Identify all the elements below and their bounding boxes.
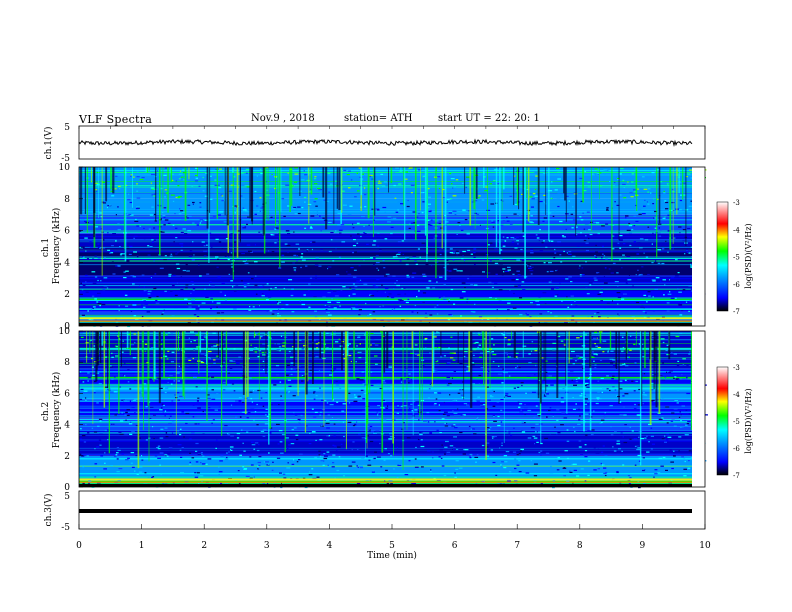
ch2-freq-ylabel: ch.2 Frequency (kHz) — [41, 372, 62, 449]
ch2-colorbar-tick: -4 — [733, 391, 740, 399]
ch3-ylabel: ch.3(V) — [43, 494, 54, 527]
ch1-colorbar-tick: -5 — [733, 254, 740, 262]
x-axis-label: Time (min) — [367, 550, 417, 561]
ch2-ytick-label: 8 — [64, 358, 70, 368]
ch1-freq-ylabel: ch.1 Frequency (kHz) — [41, 208, 62, 285]
ch2-ytick-label: 2 — [64, 452, 70, 462]
ch3-ytick-bottom: -5 — [61, 523, 70, 533]
ch2-colorbar-tick: -3 — [733, 364, 740, 372]
ch1-freq-ylabel-freq: Frequency (kHz) — [51, 208, 62, 285]
ch2-freq-ylabel-freq: Frequency (kHz) — [51, 372, 62, 449]
xtick-label: 0 — [76, 541, 82, 551]
xtick-label: 3 — [264, 541, 270, 551]
xtick-label: 2 — [201, 541, 207, 551]
ch1-waveform-trace — [78, 138, 693, 147]
ch2-spectrogram-panel: 0 2 4 6 8 10 ch.2 Frequency (kHz) — [41, 327, 708, 493]
ch1-colorbar-label: log(PSD)(V²/Hz) — [744, 223, 753, 288]
xtick-label: 7 — [514, 541, 520, 551]
xtick-label: 10 — [699, 541, 711, 551]
xtick-label: 4 — [327, 541, 333, 551]
ch1-ytick-label: 4 — [64, 258, 70, 268]
ch1-colorbar-tick: -3 — [733, 199, 740, 207]
ch2-ytick-label: 10 — [59, 327, 71, 337]
ch1-ytick-label: 8 — [64, 195, 70, 205]
ch1-colorbar: -3 -4 -5 -6 -7 log(PSD)(V²/Hz) — [716, 199, 753, 316]
start-ut-label: start UT = 22: 20: 1 — [438, 113, 540, 124]
ch1-ytick-label: 10 — [59, 163, 71, 173]
ch1-spectrogram-image — [79, 167, 707, 328]
ch2-freq-ylabel-channel: ch.2 — [41, 402, 51, 421]
xtick-label: 5 — [389, 541, 395, 551]
xtick-label: 1 — [139, 541, 145, 551]
ch1-ytick-label: 6 — [64, 227, 70, 237]
ch1-ytick-label: 0 — [64, 322, 70, 332]
ch2-colorbar-label: log(PSD)(V²/Hz) — [744, 388, 753, 453]
ch1-spectrogram-panel: 0 2 4 6 8 10 ch.1 Frequency (kHz) — [41, 163, 707, 332]
ch1-waveform-panel: 5 -5 ch.1(V) — [43, 123, 706, 164]
ch2-colorbar-tick: -7 — [733, 472, 740, 480]
ch2-colorbar-tick: -5 — [733, 418, 740, 426]
ch1-ytick-bottom: -5 — [61, 154, 70, 164]
ch1-colorbar-tick: -7 — [733, 308, 740, 316]
ch2-colorbar-tick: -6 — [733, 445, 740, 453]
ch1-ytick-label: 2 — [64, 290, 70, 300]
ch2-ytick-label: 4 — [64, 421, 70, 431]
date-label: Nov.9 , 2018 — [251, 113, 315, 124]
ch3-ytick-top: 5 — [64, 492, 70, 502]
ch1-ylabel: ch.1(V) — [43, 127, 54, 160]
ch1-ytick-top: 5 — [64, 123, 70, 133]
ch2-colorbar: -3 -4 -5 -6 -7 log(PSD)(V²/Hz) — [716, 364, 753, 480]
ch1-colorbar-tick: -4 — [733, 226, 740, 234]
ch2-ytick-label: 0 — [64, 483, 70, 493]
station-label: station= ATH — [344, 113, 413, 124]
ch1-colorbar-tick: -6 — [733, 281, 740, 289]
ch1-freq-ylabel-channel: ch.1 — [41, 238, 51, 257]
ch2-spectrogram-image — [79, 331, 708, 489]
ch3-waveform-panel: 5 -5 ch.3(V) 0 1 2 3 4 5 6 7 8 9 10 Time (min) — [43, 126, 711, 561]
xtick-label: 6 — [452, 541, 458, 551]
ch2-ytick-label: 6 — [64, 389, 70, 399]
figure-title: VLF Spectra — [79, 113, 153, 126]
xtick-label: 8 — [577, 541, 583, 551]
xtick-label: 9 — [640, 541, 646, 551]
